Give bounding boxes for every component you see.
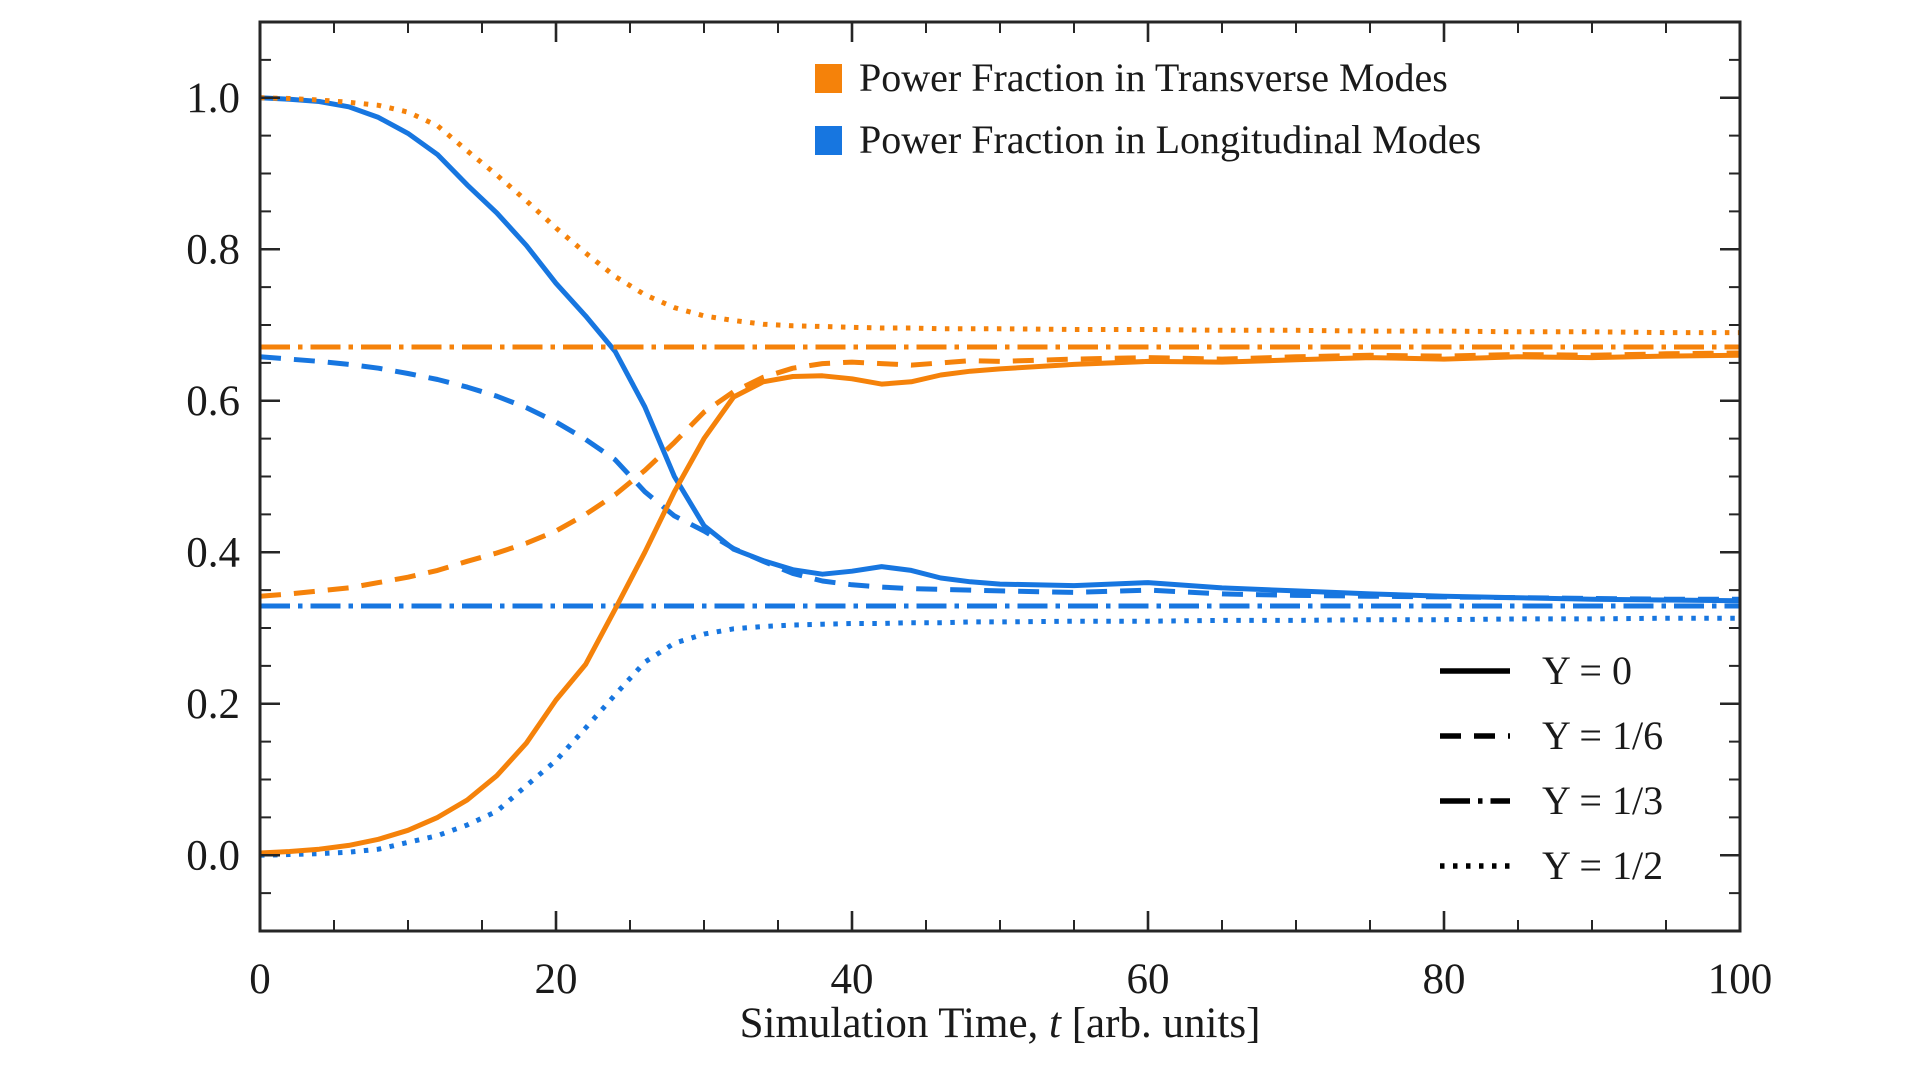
x-tick-label: 60 [1127,956,1170,1003]
mode-legend-label: Power Fraction in Longitudinal Modes [859,117,1482,162]
style-legend-label: Υ = 0 [1542,647,1632,693]
dashdot-line-icon [1440,797,1510,804]
y-tick-label: 0.8 [186,226,240,273]
transverse-swatch-icon [815,63,842,93]
y-tick-label: 0.6 [186,378,240,425]
longitudinal-swatch-icon [815,125,842,155]
mode-legend-item-longitudinal: Power Fraction in Longitudinal Modes [815,117,1482,162]
mode-legend-item-transverse: Power Fraction in Transverse Modes [815,55,1481,100]
x-tick-label: 100 [1708,956,1773,1003]
x-axis-label: Simulation Time, t [arb. units] [739,1000,1261,1047]
dotted-line-icon [1440,862,1510,869]
curve-transverse-upsilon-1-2 [259,95,1740,336]
style-legend-label: Υ = 1/3 [1542,777,1664,823]
solid-line-icon [1440,667,1510,674]
mode-legend: Power Fraction in Transverse Modes Power… [815,55,1482,162]
style-legend-item-upsilon-1-6: Υ = 1/6 [1438,715,1663,756]
curve-transverse-upsilon-0 [259,352,1741,856]
style-legend-label: Υ = 1/6 [1542,712,1664,758]
style-legend-item-upsilon-1-3: Υ = 1/3 [1438,780,1663,821]
x-tick-label: 20 [535,956,578,1003]
mode-legend-label: Power Fraction in Transverse Modes [859,55,1448,100]
style-legend-label: Υ = 1/2 [1542,842,1664,888]
dashed-line-icon [1440,732,1510,739]
x-tick-label: 80 [1423,956,1466,1003]
x-tick-label: 0 [249,956,271,1003]
y-tick-label: 0.2 [186,681,240,728]
curve-longitudinal-upsilon-1-6 [259,354,1740,602]
style-legend-item-upsilon-1-2: Υ = 1/2 [1438,845,1663,886]
curve-longitudinal-upsilon-0 [259,95,1741,604]
style-legend: Υ = 0 Υ = 1/6 Υ = 1/3 Υ = 1/2 [1438,650,1663,886]
x-tick-label: 40 [831,956,874,1003]
y-tick-label: 1.0 [186,75,240,122]
curve-transverse-upsilon-1-6 [259,350,1741,599]
y-tick-label: 0.0 [186,832,240,879]
style-legend-item-upsilon-0: Υ = 0 [1438,650,1663,691]
y-tick-label: 0.4 [186,529,240,576]
